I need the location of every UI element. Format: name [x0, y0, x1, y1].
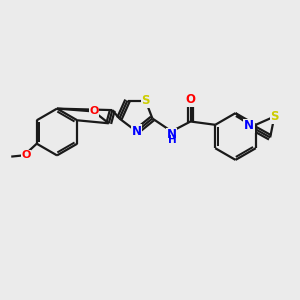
- Text: N: N: [244, 119, 254, 132]
- Text: O: O: [22, 150, 31, 160]
- Text: N: N: [131, 125, 142, 138]
- Text: S: S: [270, 110, 279, 123]
- Text: O: O: [89, 106, 98, 116]
- Text: S: S: [141, 94, 150, 107]
- Text: N: N: [167, 128, 177, 142]
- Text: H: H: [167, 135, 176, 146]
- Text: O: O: [185, 93, 196, 106]
